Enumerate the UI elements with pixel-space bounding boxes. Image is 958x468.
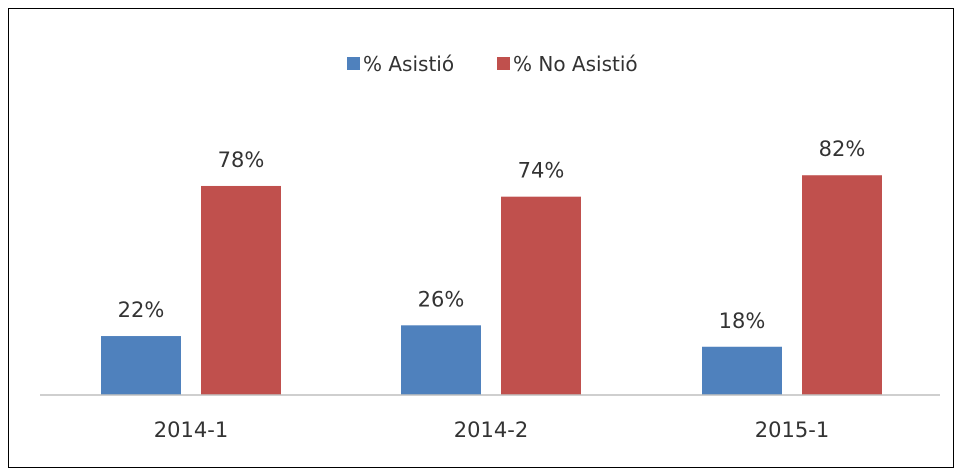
x-tick-label-2014-1: 2014-1 — [154, 418, 228, 442]
legend-label-2: % No Asistió — [513, 52, 638, 76]
bar-asistio-2014-1 — [101, 336, 181, 395]
legend-label-1: % Asistió — [363, 52, 454, 76]
bar-asistio-2015-1 — [702, 346, 782, 395]
data-label-asistio-2015-1: 18% — [719, 309, 766, 333]
data-label-no-asistio-2014-1: 78% — [218, 148, 265, 172]
data-label-no-asistio-2015-1: 82% — [819, 137, 866, 161]
bar-no-asistio-2014-1 — [201, 185, 281, 395]
x-tick-labels: 2014-1 2014-2 2015-1 — [154, 418, 829, 442]
legend-swatch-2 — [497, 57, 510, 70]
legend: % Asistió % No Asistió — [347, 52, 638, 76]
x-tick-label-2014-2: 2014-2 — [454, 418, 528, 442]
bar-no-asistio-2014-2 — [501, 196, 581, 395]
x-tick-label-2015-1: 2015-1 — [755, 418, 829, 442]
bar-chart: % Asistió % No Asistió 22% 78% 26% 74% 18% 82%… — [40, 52, 940, 442]
bar-no-asistio-2015-1 — [802, 175, 882, 395]
bar-asistio-2014-2 — [401, 325, 481, 395]
data-label-asistio-2014-2: 26% — [418, 287, 465, 311]
legend-swatch-1 — [347, 57, 360, 70]
data-label-no-asistio-2014-2: 74% — [518, 159, 565, 183]
bars: 22% 78% 26% 74% 18% 82% — [101, 137, 882, 395]
data-label-asistio-2014-1: 22% — [118, 298, 165, 322]
